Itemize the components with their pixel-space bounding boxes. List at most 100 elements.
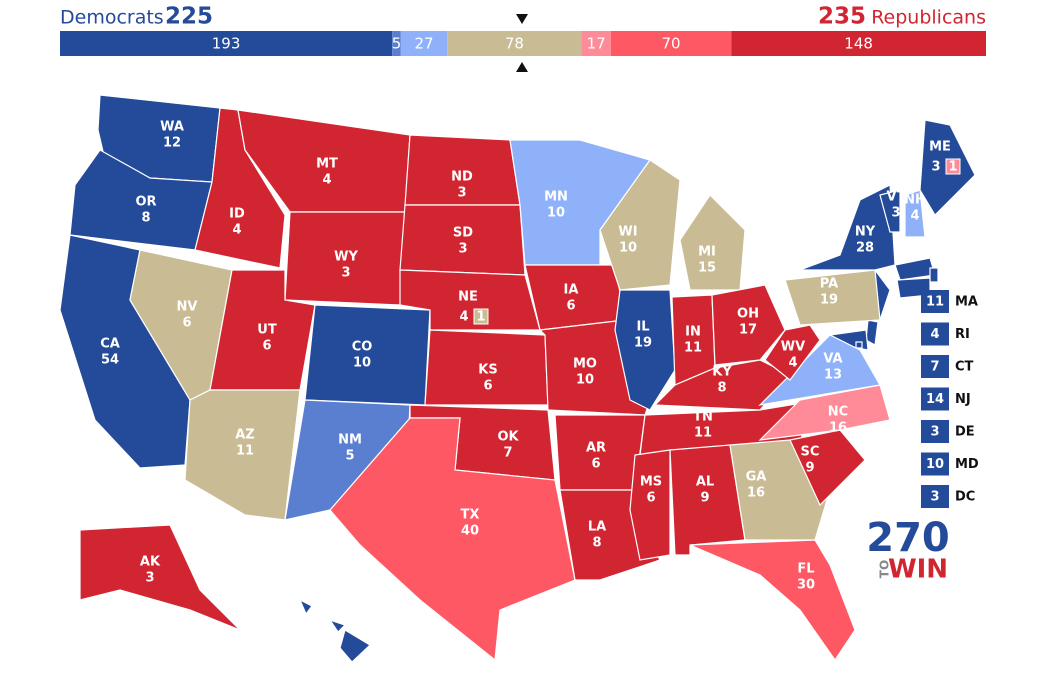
small-state-label: CT [955, 360, 974, 375]
state-votes: 16 [747, 486, 765, 501]
state-votes: 17 [739, 323, 757, 338]
state-votes: 6 [262, 339, 271, 354]
state-votes: 3 [341, 266, 350, 281]
state-votes: 9 [805, 461, 814, 476]
state-votes: 6 [646, 491, 655, 506]
small-state-box[interactable] [921, 355, 949, 378]
small-state-label: DE [955, 425, 975, 440]
small-state-label: RI [955, 327, 970, 342]
small-state-votes: 4 [930, 327, 939, 342]
state-shape[interactable] [629, 449, 671, 561]
state-votes: 5 [345, 449, 354, 464]
state-shape[interactable] [679, 194, 746, 291]
state-shape[interactable] [524, 264, 626, 331]
state-label: OR [135, 195, 156, 210]
state-shape[interactable] [799, 184, 896, 271]
state-shape[interactable] [711, 284, 786, 366]
bar-segment [581, 31, 611, 56]
state-votes: 10 [547, 206, 565, 221]
state-shape[interactable] [764, 324, 821, 381]
small-state-votes: 10 [926, 457, 944, 472]
state-votes: 11 [236, 444, 254, 459]
state-votes: 4 [232, 223, 241, 238]
state-shape[interactable] [784, 269, 881, 326]
state-votes: 11 [694, 426, 712, 441]
state-shape[interactable] [184, 389, 301, 521]
state-label: SD [453, 226, 473, 241]
bar-label: 78 [505, 35, 524, 53]
state-votes: 3 [145, 571, 154, 586]
state-label: LA [588, 520, 606, 535]
small-state-box[interactable] [921, 420, 949, 443]
state-votes: 4 [322, 173, 331, 188]
state-label: KS [478, 363, 497, 378]
state-shape[interactable] [614, 289, 676, 411]
state-label: MN [544, 190, 568, 205]
state-label: PA [820, 277, 838, 292]
state-label: IN [685, 325, 701, 340]
small-state-list: 11 MA 4 RI 7 CT 14 NJ 3 DE 10 MD 3 DC [921, 290, 979, 508]
state-shape[interactable] [879, 189, 901, 233]
state-votes: 11 [684, 341, 702, 356]
state-votes: 10 [353, 356, 371, 371]
bar-segment [392, 31, 401, 56]
state-shape[interactable] [298, 598, 313, 616]
small-state-label: MA [955, 295, 978, 310]
district-box[interactable] [945, 158, 961, 175]
small-state-box[interactable] [921, 322, 949, 346]
logo: 270 TO WIN [866, 515, 950, 585]
state-shape[interactable] [758, 334, 881, 406]
state-votes: 6 [182, 316, 191, 331]
state-shape[interactable] [904, 189, 926, 238]
small-state-box[interactable] [921, 452, 949, 476]
state-label: MT [316, 157, 338, 172]
marker-down [516, 14, 528, 24]
bar-segment [731, 31, 986, 56]
state-votes: 4 [910, 209, 919, 224]
rep-label: Republicans [871, 7, 986, 29]
state-votes: 3 [931, 160, 940, 175]
dem-label: Democrats [60, 7, 164, 29]
state-votes: 4 [459, 310, 468, 325]
marker-up [516, 62, 528, 72]
state-shape[interactable] [599, 159, 681, 291]
state-label: AL [696, 475, 714, 490]
state-shape[interactable] [894, 257, 936, 281]
state-shape[interactable] [79, 524, 241, 631]
district-box[interactable] [473, 308, 489, 325]
state-votes: 10 [619, 241, 637, 256]
state-shape[interactable] [328, 618, 347, 633]
state-votes: 6 [591, 457, 600, 472]
state-votes: 54 [101, 353, 119, 368]
state-votes: 10 [576, 373, 594, 388]
state-shape[interactable] [865, 319, 879, 346]
state-label: OH [737, 307, 759, 322]
district-votes: 1 [476, 310, 485, 325]
logo-win: WIN [888, 555, 948, 585]
state-shape[interactable] [339, 629, 371, 663]
state-shape[interactable] [929, 267, 939, 283]
small-state-box[interactable] [921, 485, 949, 508]
small-state-votes: 3 [930, 490, 939, 505]
state-shape[interactable] [509, 139, 651, 266]
state-votes: 4 [788, 356, 797, 371]
small-state-box[interactable] [921, 387, 949, 411]
state-label: MO [573, 357, 597, 372]
logo-to: TO [878, 560, 892, 578]
state-shape[interactable] [855, 341, 863, 349]
bar-label: 193 [212, 35, 241, 53]
state-shape[interactable] [789, 429, 866, 507]
small-state-votes: 11 [926, 295, 944, 310]
state-label: MI [698, 245, 716, 260]
state-label: OK [497, 430, 519, 445]
state-votes: 16 [829, 421, 847, 436]
state-shape[interactable] [758, 384, 891, 441]
state-votes: 28 [856, 241, 874, 256]
state-label: AR [586, 441, 606, 456]
state-label: HI [314, 630, 330, 645]
small-state-box[interactable] [921, 290, 949, 313]
state-label: ND [451, 170, 473, 185]
state-label: CO [352, 340, 373, 355]
state-shape[interactable] [689, 539, 856, 662]
state-votes: 3 [458, 242, 467, 257]
